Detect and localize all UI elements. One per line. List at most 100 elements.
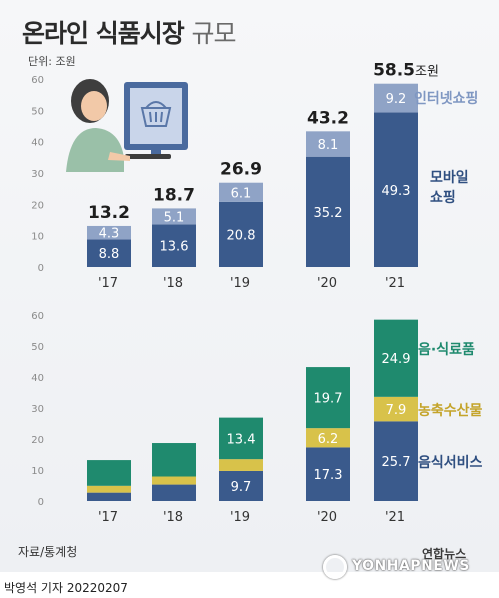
y-tick-label: 30 (31, 404, 44, 415)
bar-segment (219, 182, 263, 202)
total-value: 26.9 (220, 160, 262, 180)
total-label: 58.5조원 (373, 61, 439, 81)
total-unit: 조원 (415, 65, 439, 80)
yonhap-logo-icon (323, 555, 347, 579)
title-light: 규모 (191, 19, 236, 48)
legend-internet-shopping: 인터넷쇼핑 (414, 90, 478, 107)
total-value: 18.7 (153, 185, 195, 205)
data-label: 25.7 (382, 455, 411, 470)
bar-segment (152, 484, 196, 501)
y-tick-label: 0 (38, 263, 44, 274)
total-value: 13.2 (88, 203, 130, 223)
data-label: 17.3 (314, 468, 343, 483)
x-tick-label: '19 (230, 276, 250, 291)
bar-segment (306, 428, 350, 448)
bar-segment (374, 396, 418, 422)
bar-segment (306, 156, 350, 267)
bar-segment (219, 470, 263, 501)
x-tick-label: '21 (385, 510, 405, 525)
total-label: 43.2 (307, 108, 349, 128)
data-label: 6.2 (318, 432, 339, 447)
basket-icon (140, 101, 172, 127)
data-label: 5.1 (164, 210, 185, 225)
chart-title: 온라인 식품시장 규모 (22, 14, 236, 50)
bar-segment (306, 131, 350, 157)
total-label: 13.2 (88, 203, 130, 223)
data-label: 35.2 (314, 206, 343, 221)
food-category-chart: 0 10 20 30 40 50 60 '17 '18 '19 '20 '21 9.7 13.4 17.3 6… (31, 311, 418, 525)
bar-segment (87, 492, 131, 501)
legend-mobile-shopping-line: 모바일 (430, 170, 469, 186)
data-label: 4.3 (99, 227, 120, 242)
data-label: 8.1 (318, 138, 339, 153)
y-tick-label: 40 (31, 138, 44, 149)
unit-label: 단위: 조원 (28, 55, 76, 68)
y-tick-label: 20 (31, 200, 44, 211)
legend-bottom: 음·식료품 농축수산물 음식서비스 (418, 342, 483, 471)
y-tick-label: 30 (31, 169, 44, 180)
bar-segment (374, 319, 418, 397)
bar-segment (374, 421, 418, 501)
x-tick-label: '20 (317, 510, 337, 525)
y-tick-label: 60 (31, 311, 44, 322)
data-label: 20.8 (227, 228, 256, 243)
total-label: 18.7 (153, 185, 195, 205)
bar-segment (219, 417, 263, 460)
person-body-icon (66, 128, 124, 172)
bar-segment (152, 443, 196, 477)
bar-segment (87, 460, 131, 486)
source-note: 자료/통계청 (18, 545, 78, 559)
shopping-illustration (66, 79, 188, 172)
bar-segment (306, 447, 350, 501)
data-label: 13.6 (160, 240, 189, 255)
yonhap-watermark: YONHAPNEWS (352, 558, 470, 574)
online-shopping-chart: 0 10 20 30 40 50 60 '17 '18 '19 '20 '21 8.8 4.3 13.2 13… (31, 61, 439, 291)
data-label: 19.7 (314, 392, 343, 407)
data-label: 6.1 (231, 186, 252, 201)
data-label: 8.8 (99, 247, 120, 262)
data-label: 9.2 (386, 92, 407, 107)
data-label: 49.3 (382, 184, 411, 199)
person-hand-icon (108, 152, 130, 161)
x-tick-label: '21 (385, 276, 405, 291)
y-tick-label: 0 (38, 497, 44, 508)
legend-food-service: 음식서비스 (418, 455, 483, 471)
y-tick-label: 50 (31, 342, 44, 353)
total-value: 58.5 (373, 61, 415, 81)
bar-segment (374, 83, 418, 113)
bar-segment (219, 459, 263, 471)
byline: 박영석 기자 20220207 (4, 581, 128, 595)
bar-segment (306, 367, 350, 429)
y-tick-label: 50 (31, 106, 44, 117)
y-tick-label: 10 (31, 466, 44, 477)
x-tick-label: '17 (98, 276, 118, 291)
x-tick-label: '20 (317, 276, 337, 291)
total-value: 43.2 (307, 108, 349, 128)
x-tick-label: '19 (230, 510, 250, 525)
x-tick-label: '18 (163, 510, 183, 525)
y-tick-label: 40 (31, 373, 44, 384)
bar-segment (219, 201, 263, 267)
data-label: 7.9 (386, 403, 407, 418)
data-label: 9.7 (231, 480, 252, 495)
legend-food-beverage: 음·식료품 (418, 342, 475, 358)
title-bold: 온라인 식품시장 (22, 19, 185, 48)
x-tick-label: '18 (163, 276, 183, 291)
data-label: 24.9 (382, 352, 411, 367)
keyboard-icon (125, 154, 171, 159)
legend-agri-products: 농축수산물 (418, 402, 483, 419)
y-tick-label: 20 (31, 435, 44, 446)
bar-segment (87, 225, 131, 240)
y-tick-label: 60 (31, 75, 44, 86)
legend-mobile-shopping-line: 쇼핑 (430, 189, 456, 206)
total-label: 26.9 (220, 160, 262, 180)
bar-segment (152, 476, 196, 485)
yonhap-logo-text: 연합뉴스 (422, 547, 467, 561)
bar-segment (87, 485, 131, 493)
data-label: 13.4 (227, 432, 256, 447)
person-face-icon (81, 91, 107, 121)
x-tick-label: '17 (98, 510, 118, 525)
